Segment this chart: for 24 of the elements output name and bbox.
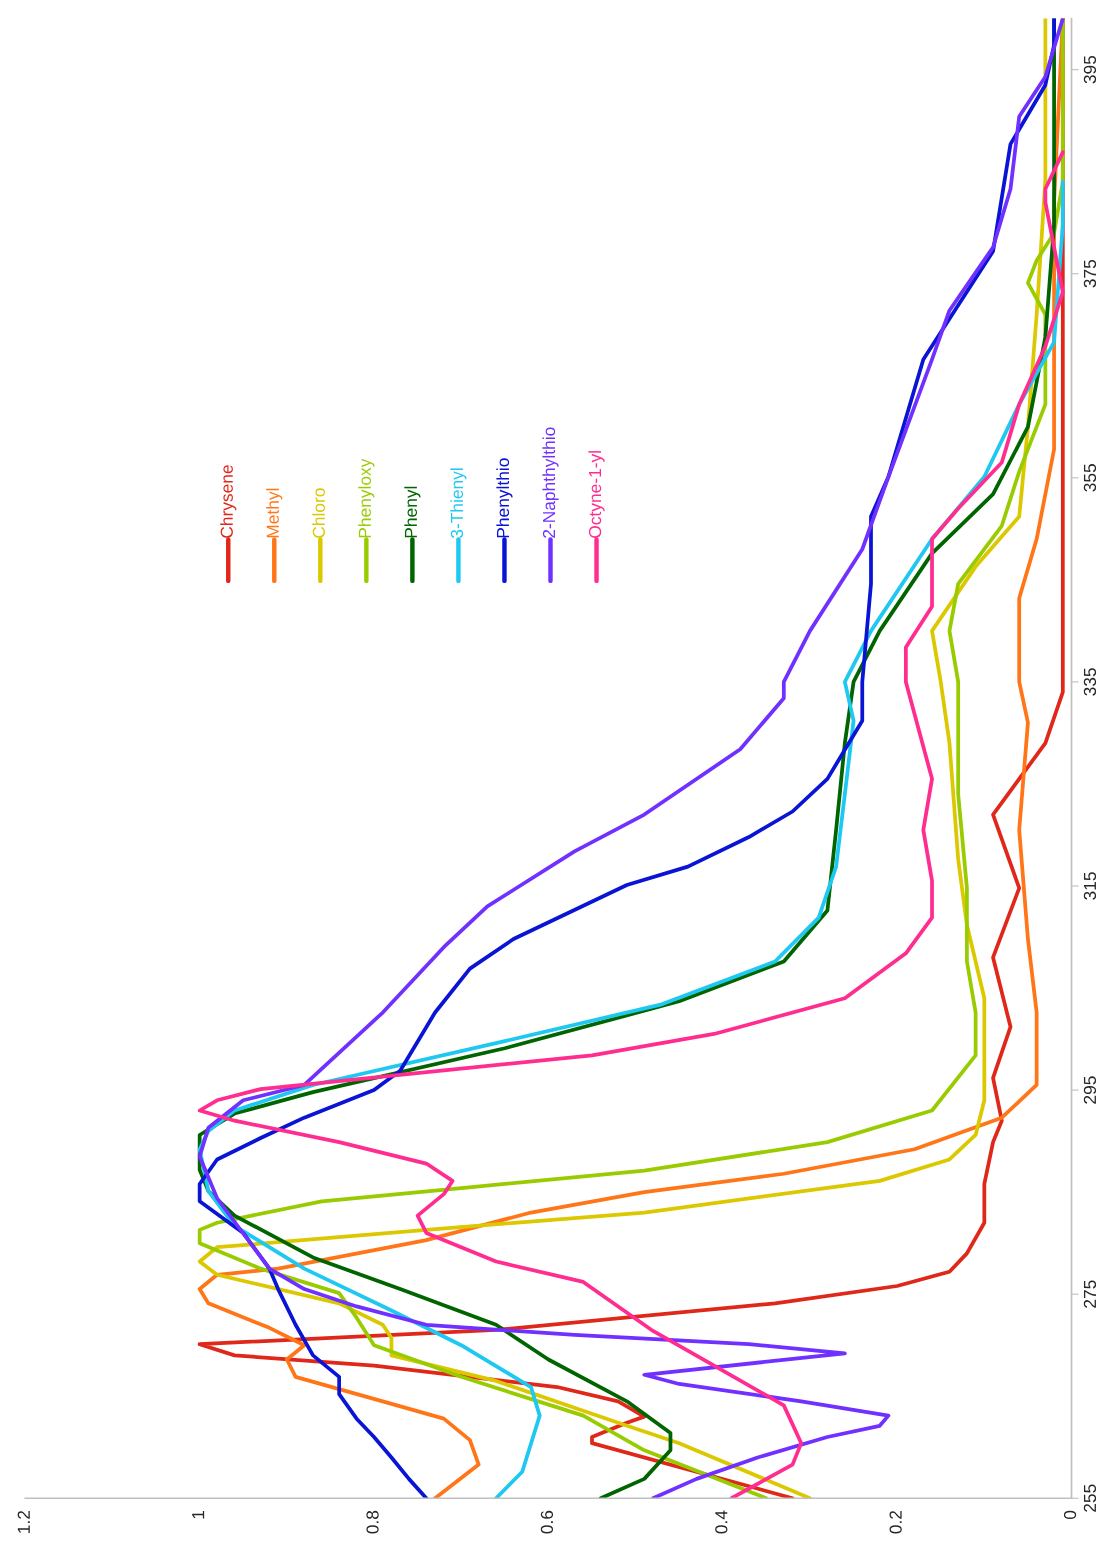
text: 3-Thienyl [450,468,467,539]
text: Phenyloxy [358,458,375,538]
x-tick-label: 0.4 [715,1510,728,1534]
text: Phenylthio [496,458,513,538]
x-tick-label: 1.2 [17,1510,30,1533]
y-tick-label: 315 [1083,872,1097,900]
x-tick-label: 0 [1063,1510,1077,1520]
y-tick-label: 255 [1083,1484,1097,1512]
y-tick-label: 355 [1083,464,1097,492]
text: Phenyl [404,486,421,538]
text: Methyl [266,488,283,538]
y-tick-label: 395 [1083,55,1097,84]
text: 2-Naphthylthio [542,427,559,538]
x-tick-label: 0.6 [540,1510,554,1534]
y-tick-label: 275 [1083,1280,1097,1308]
y-tick-label: 375 [1083,259,1097,288]
text: Chrysene [220,465,237,538]
x-tick-label: 1 [192,1510,205,1519]
y-tick-label: 295 [1083,1076,1097,1104]
x-tick-label: 0.8 [366,1510,379,1534]
text: Chloro [312,488,325,538]
x-tick-label: 0.2 [889,1510,902,1534]
text: Octyne-1-yl [588,451,605,538]
y-tick-label: 335 [1083,668,1097,696]
